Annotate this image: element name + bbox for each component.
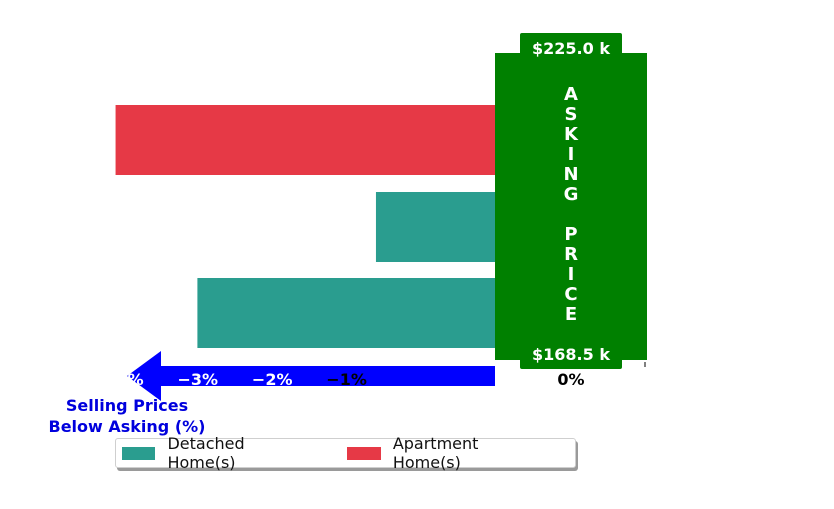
bar-1-0 — [115, 105, 495, 175]
legend-swatch-detached — [122, 446, 156, 460]
bar-0-0 — [197, 278, 495, 348]
bars — [115, 105, 495, 348]
below-asking-arrow — [127, 351, 495, 401]
x-tick-label-4: −1% — [326, 370, 367, 389]
top-price-label: $225.0 k — [532, 39, 610, 58]
bar-0-1 — [375, 192, 495, 262]
x-axis: −5% −4% −3% −2% −1% 0% — [29, 362, 646, 389]
asking-price-panel — [495, 53, 647, 360]
legend-item-apartment: Apartment Home(s) — [347, 434, 549, 472]
arrow-label: Selling Prices Below Asking (%) — [49, 396, 206, 436]
arrow-label-line1: Selling Prices — [66, 396, 188, 415]
top-price-badge — [520, 33, 622, 61]
legend-label-detached: Detached Home(s) — [167, 434, 245, 472]
arrow-label-line2: Below Asking (%) — [49, 417, 206, 436]
bottom-price-label: $168.5 k — [532, 345, 610, 364]
x-tick-label-1: −4% — [103, 370, 144, 389]
legend-swatch-apartment — [347, 446, 381, 460]
legend: Detached Home(s) Apartment Home(s) — [115, 434, 576, 472]
legend-label-apartment: Apartment Home(s) — [392, 434, 479, 472]
legend-item-detached: Detached Home(s) — [122, 434, 315, 472]
x-tick-label-2: −3% — [178, 370, 219, 389]
arrow-shape — [127, 351, 495, 401]
bottom-price-badge — [520, 341, 622, 369]
x-tick-label-3: −2% — [252, 370, 293, 389]
x-tick-label-5: 0% — [557, 370, 584, 389]
x-tick-label-0: −5% — [29, 370, 70, 389]
